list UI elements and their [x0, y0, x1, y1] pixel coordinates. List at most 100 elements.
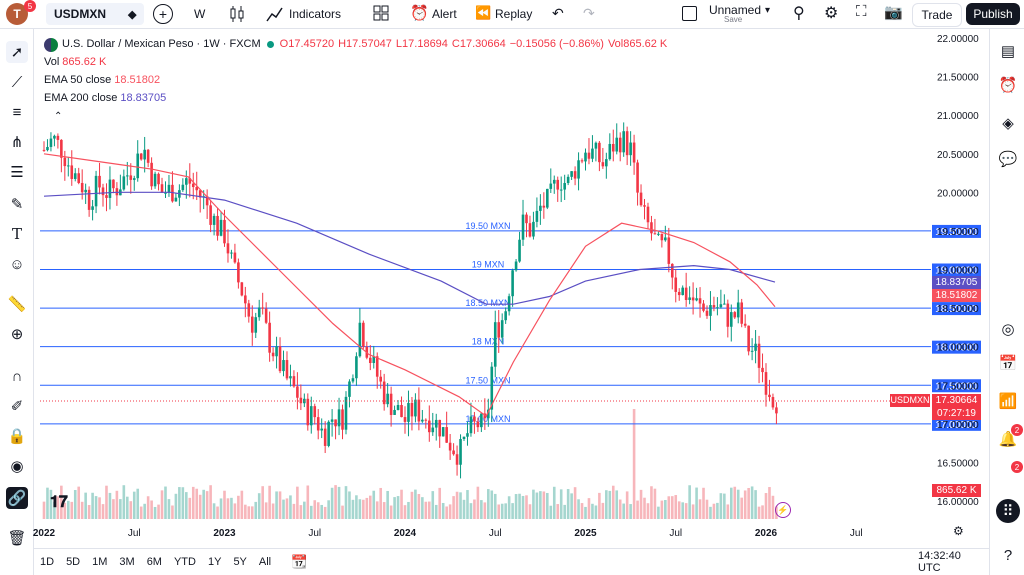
change-value: −0.15056 (−0.86%) [509, 38, 604, 50]
add-symbol-icon[interactable]: + [153, 4, 173, 24]
price-tick-label: 16.00000 [937, 497, 979, 508]
symbol-search-button[interactable]: USDMXN ◆ [46, 3, 144, 25]
watchlist-icon[interactable]: ▤ [1000, 43, 1016, 60]
candle-body [278, 346, 282, 372]
emoji-icon[interactable]: ☺ [9, 255, 25, 273]
utc-clock[interactable]: 14:32:40 UTC [918, 550, 961, 574]
horizontal-lines-icon[interactable]: ≡ [12, 103, 22, 121]
candle-body [723, 303, 726, 305]
candle-body [424, 419, 428, 421]
lightning-icon[interactable]: ⚡ [775, 502, 791, 518]
candle-body [202, 196, 205, 198]
candle-body [80, 182, 84, 193]
help-icon[interactable]: ? [1003, 546, 1013, 564]
volume-bar [591, 503, 594, 519]
candle-body [70, 165, 74, 179]
volume-bar [139, 506, 143, 519]
candles-icon[interactable] [229, 5, 245, 23]
volume-bar [736, 489, 740, 519]
candle-body [473, 416, 476, 422]
link-icon[interactable]: 🔗 [6, 487, 28, 509]
magnet-icon[interactable]: ∩ [11, 367, 23, 385]
volume-bar [264, 502, 268, 519]
quick-search-icon[interactable]: ⚲ [793, 5, 805, 22]
cursor-icon[interactable]: ➚ [6, 41, 28, 63]
candle-body [403, 417, 407, 422]
trash-icon[interactable]: 🗑 [7, 530, 27, 547]
date-range-icon[interactable]: 📆 [291, 554, 308, 569]
timeframe-all[interactable]: All [258, 556, 272, 568]
timeframe-1y[interactable]: 1Y [207, 556, 222, 568]
volume-bar [469, 503, 473, 519]
volume-bar [351, 499, 355, 519]
fib-tools-icon[interactable]: ☰ [10, 164, 24, 181]
replay-button[interactable]: Replay [495, 7, 533, 21]
countdown-label: 07:27:19 [932, 407, 981, 420]
ruler-icon[interactable]: 📏 [7, 296, 27, 313]
candle-body [223, 219, 226, 244]
calendar-icon[interactable]: 📅 [998, 355, 1018, 372]
volume-bar [261, 486, 264, 519]
collapse-legend-icon[interactable]: ⌃ [54, 111, 63, 122]
fullscreen-icon[interactable]: ⛶ [856, 3, 867, 20]
timeframe-ytd[interactable]: YTD [173, 556, 196, 568]
apps-grid-icon[interactable]: ⠿ [996, 499, 1020, 523]
templates-icon[interactable] [373, 5, 389, 21]
axis-settings-icon[interactable]: ⚙ [953, 524, 964, 538]
candle-body [153, 173, 157, 187]
zoom-in-icon[interactable]: ⊕ [10, 326, 24, 343]
volume-bar [407, 501, 410, 519]
low-value: L17.18694 [395, 38, 448, 50]
camera-icon[interactable]: 📷 [884, 4, 903, 21]
undo-icon[interactable]: ↶ [552, 5, 564, 21]
lock-icon[interactable]: 🔒 [7, 428, 27, 445]
interval-button[interactable]: W [194, 7, 206, 21]
trade-button[interactable]: Trade [912, 3, 962, 27]
indicators-button[interactable]: Indicators [289, 7, 342, 21]
time-tick-label: Jul [669, 528, 682, 539]
layout-checkbox-icon[interactable] [682, 6, 697, 21]
brush-icon[interactable]: ✎ [10, 196, 24, 213]
alert-button[interactable]: Alert [432, 7, 457, 21]
candle-body [233, 252, 237, 263]
level-label: 17.50 MXN [465, 375, 510, 385]
trend-line-icon[interactable]: ⟋ [11, 73, 23, 91]
timeframe-3m[interactable]: 3M [119, 556, 135, 568]
volume-bar [434, 504, 438, 519]
level-axis-label: 18.00000 [935, 343, 977, 354]
text-tool-icon[interactable]: T [11, 225, 22, 243]
pitchfork-icon[interactable]: ⋔ [10, 134, 24, 151]
volume-bar [441, 502, 445, 519]
layers-icon[interactable]: ◈ [1002, 115, 1014, 132]
candle-body [191, 183, 195, 188]
alert-clock-icon[interactable]: ⏰ [410, 5, 429, 22]
replay-icon[interactable]: ⏪ [475, 5, 492, 20]
redo-icon[interactable]: ↷ [583, 5, 595, 21]
candle-body [136, 153, 140, 179]
timeframe-5d[interactable]: 5D [66, 556, 81, 568]
lock-drawing-icon[interactable]: ✐ [10, 398, 24, 415]
candle-body [358, 322, 362, 357]
alerts-clock-icon[interactable]: ⏰ [998, 77, 1018, 94]
timeframe-1m[interactable]: 1M [92, 556, 108, 568]
indicators-icon[interactable] [266, 5, 284, 23]
timeframe-5y[interactable]: 5Y [233, 556, 247, 568]
eye-icon[interactable]: ◉ [10, 458, 24, 475]
publish-button[interactable]: Publish [966, 3, 1020, 25]
volume-bar [771, 495, 775, 519]
volume-bar [42, 501, 46, 519]
settings-gear-icon[interactable]: ⚙ [824, 5, 839, 22]
ema50-label: EMA 50 close [44, 74, 112, 86]
target-icon[interactable]: ◎ [1001, 321, 1015, 338]
layout-name[interactable]: Unnamed [709, 3, 762, 17]
timeframe-6m[interactable]: 6M [146, 556, 162, 568]
chat-icon[interactable]: 💬 [998, 151, 1018, 168]
user-avatar[interactable]: T [6, 3, 28, 25]
candle-body [670, 263, 674, 278]
ideas-broadcast-icon[interactable]: 📶 [998, 393, 1018, 410]
chevron-down-icon[interactable]: ▾ [765, 5, 771, 16]
timeframe-1d[interactable]: 1D [40, 556, 55, 568]
price-tick-label: 19.50000 [937, 227, 979, 238]
notifications-bell-icon[interactable]: 🔔 [998, 431, 1018, 448]
candle-body [181, 184, 185, 191]
